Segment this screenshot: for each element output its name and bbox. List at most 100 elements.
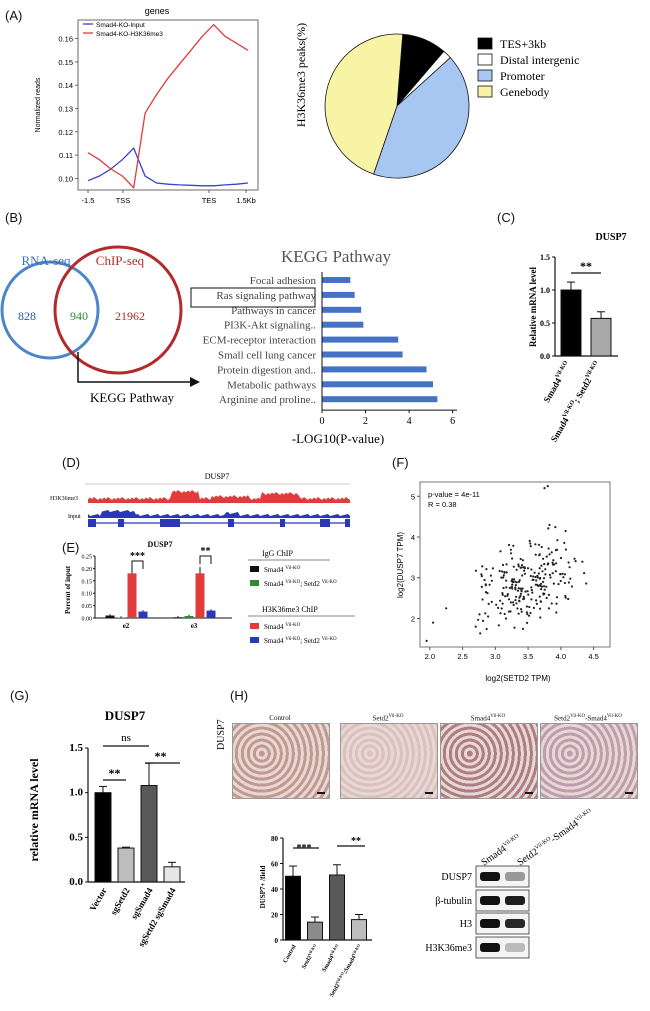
g-category: sgSetd2 bbox=[108, 886, 132, 917]
gene-exon bbox=[345, 519, 350, 527]
f-point bbox=[548, 573, 552, 577]
bar-ytick-label: 0 bbox=[275, 937, 279, 945]
profile-series-h3k36me3 bbox=[87, 23, 249, 190]
f-point bbox=[490, 579, 493, 582]
f-point bbox=[534, 543, 537, 546]
panel-label-d: (D) bbox=[62, 455, 81, 470]
f-point bbox=[538, 567, 541, 570]
pie-slice bbox=[324, 33, 404, 175]
f-point bbox=[526, 567, 530, 570]
venn-title-chipseq: ChIP-seq bbox=[96, 253, 145, 268]
kegg-xtick-label: 0 bbox=[320, 416, 325, 427]
chip-qpcr-chart: DUSP7 Percent of input 0.00 0.05 0.10 0.15 0… bbox=[64, 540, 355, 645]
profile-xtick-label: 1.5Kb bbox=[236, 196, 256, 205]
f-point bbox=[526, 613, 529, 616]
f-point bbox=[544, 573, 547, 576]
profile-xtick-label: -1.5 bbox=[82, 196, 95, 205]
e-ytick-label: 0.05 bbox=[82, 604, 93, 610]
f-point bbox=[488, 583, 491, 586]
f-point bbox=[483, 578, 486, 582]
f-point bbox=[538, 554, 541, 557]
g-ylabel: relative mRNA level bbox=[27, 758, 41, 862]
f-point bbox=[505, 563, 508, 566]
f-point bbox=[508, 586, 511, 590]
e-bar bbox=[195, 573, 205, 618]
f-point bbox=[531, 578, 534, 582]
f-point bbox=[546, 563, 549, 566]
e-legend-label: Smad4 Vil-KO; Setd2 Vil-KO bbox=[264, 637, 337, 645]
f-point bbox=[542, 557, 545, 560]
f-point bbox=[547, 527, 550, 530]
venn-count-left: 828 bbox=[18, 309, 36, 323]
e-category: e3 bbox=[191, 622, 198, 630]
f-point bbox=[525, 611, 529, 614]
f-point bbox=[529, 542, 532, 545]
f-xtick-label: 3.0 bbox=[490, 652, 500, 661]
ihc-scale-bar bbox=[317, 792, 325, 794]
profile-ytick-label: 0.14 bbox=[58, 81, 73, 90]
f-point bbox=[502, 574, 505, 577]
pie-ylabel: H3K36me3 peaks(%) bbox=[294, 23, 308, 127]
f-point bbox=[568, 566, 571, 569]
f-point bbox=[539, 582, 543, 586]
f-point bbox=[506, 594, 509, 597]
e-legend-label: Smad4 Vil-KO bbox=[264, 566, 301, 574]
f-point bbox=[487, 615, 490, 618]
f-point bbox=[520, 610, 523, 613]
e-sig-bracket bbox=[199, 555, 212, 564]
e-legend-swatch bbox=[250, 623, 259, 629]
e-legend-label: Smad4 Vil-KO; Setd2 Vil-KO bbox=[264, 580, 337, 588]
wb-band bbox=[480, 896, 500, 905]
f-point bbox=[518, 596, 521, 599]
kegg-bar bbox=[322, 291, 355, 298]
pie-legend-label: TES+3kb bbox=[500, 37, 546, 51]
f-point bbox=[542, 580, 545, 584]
f-point bbox=[485, 627, 488, 631]
f-point bbox=[512, 544, 515, 547]
f-point bbox=[509, 552, 513, 555]
bar bbox=[140, 785, 158, 883]
f-point bbox=[519, 587, 522, 590]
f-point bbox=[530, 568, 533, 571]
f-point bbox=[503, 612, 506, 616]
track-signal-h3k bbox=[88, 490, 350, 503]
f-point bbox=[541, 570, 544, 573]
f-point bbox=[516, 607, 519, 610]
bar-ytick-label: 1.5 bbox=[69, 742, 83, 754]
f-point bbox=[534, 575, 537, 579]
profile-ytick-label: 0.12 bbox=[58, 128, 73, 137]
f-point bbox=[536, 576, 539, 579]
kegg-bar bbox=[322, 366, 427, 373]
e-bar bbox=[105, 615, 115, 618]
f-point bbox=[532, 575, 535, 578]
f-point bbox=[512, 603, 515, 607]
f-point bbox=[533, 571, 536, 574]
f-point bbox=[511, 587, 514, 590]
kegg-category: Focal adhesion bbox=[250, 275, 317, 287]
ihc-image bbox=[440, 723, 538, 799]
f-point bbox=[510, 580, 513, 583]
f-point bbox=[491, 567, 494, 570]
f-point bbox=[515, 581, 519, 584]
kegg-category: Ras signaling pathway bbox=[216, 290, 316, 302]
bar-ytick-label: 0.5 bbox=[540, 319, 550, 328]
g-sig-label: ** bbox=[109, 766, 121, 780]
f-point bbox=[497, 606, 500, 610]
f-point bbox=[555, 611, 558, 614]
f-annotation-r: R = 0.38 bbox=[428, 500, 457, 509]
bar-ytick-label: 20 bbox=[271, 912, 279, 920]
kegg-title: KEGG Pathway bbox=[281, 247, 392, 266]
bar bbox=[117, 847, 135, 883]
pie-legend-swatch bbox=[477, 37, 493, 50]
f-point bbox=[563, 581, 567, 585]
ihc-label: Setd2Vil-KO bbox=[372, 714, 404, 723]
f-xtick-label: 2.5 bbox=[457, 652, 467, 661]
pie-legend-swatch bbox=[477, 85, 493, 98]
f-point bbox=[556, 539, 559, 542]
f-point bbox=[501, 563, 505, 567]
f-point bbox=[509, 601, 512, 604]
ihc-scale-bar bbox=[425, 792, 433, 794]
hq-category: Setd2Vil-KO bbox=[299, 943, 319, 970]
venn-circle-chipseq bbox=[53, 245, 183, 375]
panel-label-g: (G) bbox=[10, 688, 29, 703]
